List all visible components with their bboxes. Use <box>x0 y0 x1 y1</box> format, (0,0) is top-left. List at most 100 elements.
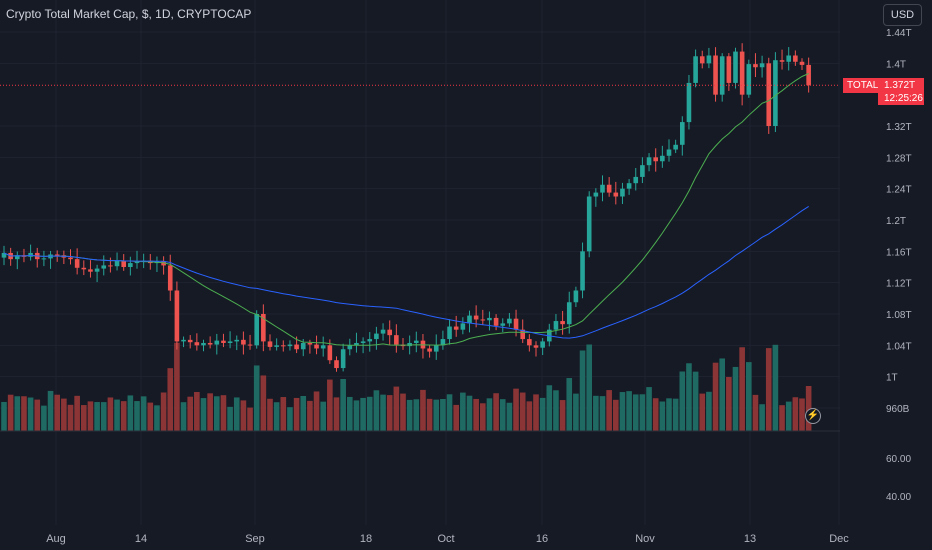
volume-bar <box>506 402 513 431</box>
volume-bar <box>679 371 686 431</box>
volume-bar <box>94 402 100 431</box>
candle-body <box>161 261 166 266</box>
volume-bar <box>380 394 386 431</box>
volume-bar <box>672 398 679 431</box>
volume-bar <box>646 387 652 431</box>
candle-body <box>540 341 545 348</box>
volume-bar <box>240 400 247 431</box>
volume-bar <box>406 399 413 431</box>
candle-body <box>527 339 532 346</box>
bar-countdown: 12:25:26 <box>878 92 924 105</box>
x-tick-label: 14 <box>135 533 147 545</box>
symbol-tag: TOTAL <box>843 78 883 93</box>
candle-body <box>553 321 559 330</box>
candle-body <box>593 192 599 197</box>
candle-body <box>606 184 612 193</box>
volume-bar <box>732 366 739 431</box>
candle-body <box>234 339 240 342</box>
candle-body <box>287 344 293 347</box>
candle-body <box>513 318 519 330</box>
volume-bar <box>539 397 546 431</box>
volume-bar <box>559 400 566 431</box>
volume-bar <box>712 362 719 431</box>
candle-body <box>181 339 186 342</box>
candle-body <box>28 252 33 257</box>
volume-bar <box>41 405 47 431</box>
volume-bar <box>413 399 420 431</box>
candle-body <box>653 157 658 162</box>
volume-bar <box>513 388 519 431</box>
candle-body <box>1 252 7 258</box>
candle-body <box>327 345 333 361</box>
volume-bar <box>167 368 174 431</box>
lightning-icon[interactable]: ⚡ <box>805 408 821 424</box>
candle-body <box>394 335 399 345</box>
volume-bar <box>453 404 459 431</box>
candle-body <box>320 345 326 349</box>
candle-body <box>739 51 745 95</box>
candle-body <box>108 265 113 267</box>
candle-body <box>773 60 778 127</box>
volume-bar <box>546 385 553 431</box>
candle-body <box>786 55 791 62</box>
volume-bar <box>1 401 7 431</box>
candle-body <box>613 192 619 197</box>
volume-bar <box>120 401 127 431</box>
volume-bar <box>659 401 666 431</box>
candle-body <box>500 323 506 326</box>
currency-button[interactable]: USD <box>883 4 922 26</box>
volume-bar <box>34 399 41 431</box>
candle-body <box>68 257 73 260</box>
volume-bar <box>100 402 107 431</box>
candle-body <box>480 319 486 321</box>
volume-bar <box>127 395 134 431</box>
volume-bar <box>74 395 80 431</box>
candle-body <box>726 56 732 83</box>
candle-body <box>779 60 785 62</box>
candle-body <box>507 318 512 324</box>
x-tick-label: 13 <box>744 533 756 545</box>
volume-bar <box>639 394 646 431</box>
volume-bar <box>194 392 200 431</box>
x-tick-label: Oct <box>437 533 454 545</box>
volume-bar <box>340 378 346 431</box>
volume-bar <box>154 405 160 431</box>
candle-body <box>646 157 652 166</box>
candle-body <box>746 64 752 95</box>
candle-body <box>573 290 579 303</box>
volume-bar <box>792 397 799 431</box>
candle-body <box>367 339 373 342</box>
y-tick-label: 1.12T <box>886 279 912 290</box>
volume-bar <box>180 402 187 431</box>
candle-body <box>433 345 439 352</box>
candle-body <box>753 64 758 68</box>
volume-bar <box>140 396 147 431</box>
candle-body <box>640 165 645 177</box>
candle-body <box>201 342 206 346</box>
volume-bar <box>586 344 592 431</box>
candle-body <box>733 51 738 83</box>
volume-bar <box>293 397 300 431</box>
candle-body <box>719 56 725 95</box>
volume-bar <box>54 394 60 431</box>
volume-bar <box>27 397 34 431</box>
candle-body <box>340 349 346 369</box>
candle-body <box>453 326 459 330</box>
volume-bar <box>440 398 446 431</box>
candle-body <box>307 342 313 345</box>
candle-body <box>227 341 233 343</box>
candle-body <box>128 263 133 267</box>
candle-body <box>686 82 692 123</box>
volume-bar <box>613 399 619 431</box>
candle-body <box>41 258 47 260</box>
volume-bar <box>107 397 114 431</box>
volume-bar <box>526 401 533 431</box>
x-tick-label: Nov <box>635 533 655 545</box>
candle-body <box>254 314 259 346</box>
candle-body <box>114 260 120 267</box>
volume-bar <box>573 393 579 431</box>
y-tick-label: 1T <box>886 373 898 384</box>
candle-body <box>187 339 193 343</box>
candle-body <box>300 342 306 350</box>
